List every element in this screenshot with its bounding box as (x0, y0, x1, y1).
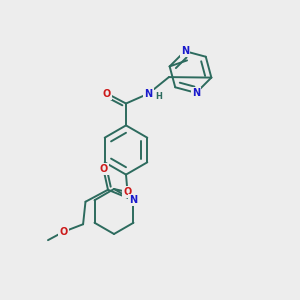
Text: O: O (59, 227, 68, 237)
Text: N: N (181, 46, 189, 56)
Text: N: N (129, 195, 137, 205)
Text: O: O (99, 164, 108, 174)
Text: N: N (144, 88, 153, 99)
Text: O: O (123, 187, 132, 197)
Text: N: N (192, 88, 200, 98)
Text: O: O (103, 88, 111, 99)
Text: H: H (155, 92, 162, 100)
